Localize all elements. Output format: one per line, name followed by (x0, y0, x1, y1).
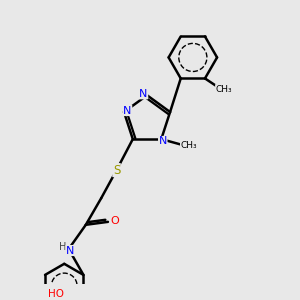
Text: CH₃: CH₃ (216, 85, 232, 94)
Text: N: N (123, 106, 132, 116)
Text: N: N (159, 136, 167, 146)
Text: HO: HO (48, 289, 64, 299)
Text: S: S (113, 164, 120, 177)
Text: N: N (66, 245, 74, 256)
Text: O: O (110, 216, 119, 226)
Text: CH₃: CH₃ (181, 141, 197, 150)
Text: H: H (59, 242, 67, 252)
Text: N: N (139, 89, 148, 99)
